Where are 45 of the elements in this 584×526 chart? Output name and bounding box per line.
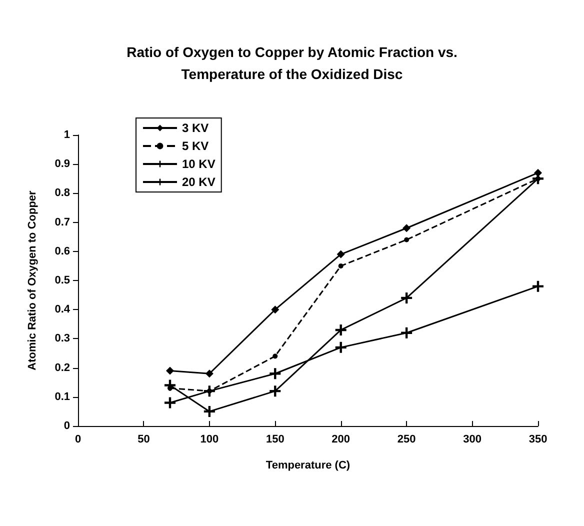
y-tick-label: 0.3: [54, 332, 70, 345]
point: [205, 370, 214, 378]
point: [335, 342, 346, 353]
point: [166, 366, 174, 375]
point: [271, 306, 280, 314]
point: [402, 224, 411, 232]
y-tick-label: 0.6: [54, 245, 70, 258]
y-tick-label: 0.8: [54, 187, 70, 200]
point: [534, 168, 542, 177]
point: [338, 263, 344, 268]
x-tick-label: 350: [528, 434, 548, 446]
legend-label: 3 KV: [182, 121, 209, 135]
legend-label: 10 KV: [182, 157, 216, 171]
point: [272, 354, 278, 359]
x-tick-label: 100: [200, 434, 219, 446]
legend-label: 5 KV: [182, 139, 209, 153]
point: [336, 250, 345, 258]
y-axis-title: Atomic Ratio of Oxygen to Copper: [26, 190, 38, 370]
x-axis-title: Temperature (C): [266, 460, 350, 472]
point: [168, 386, 172, 391]
y-tick-label: 0.7: [54, 216, 70, 228]
y-tick-label: 0.5: [54, 274, 70, 286]
x-tick-label: 50: [138, 434, 150, 446]
point: [270, 386, 281, 397]
y-tick-label: 0: [64, 420, 70, 432]
point: [270, 368, 281, 380]
x-tick-label: 200: [332, 434, 350, 446]
point: [204, 406, 215, 417]
x-tick-label: 250: [397, 434, 416, 446]
point: [401, 327, 412, 338]
legend-label: 20 KV: [182, 175, 216, 189]
y-tick-label: 1: [64, 129, 70, 141]
point: [164, 397, 176, 408]
y-tick-label: 0.1: [54, 390, 70, 403]
point: [532, 280, 544, 292]
y-tick-label: 0.4: [54, 304, 71, 316]
y-tick-label: 0.9: [54, 158, 70, 170]
x-tick-label: 150: [266, 434, 284, 446]
point: [401, 292, 412, 304]
y-tick-label: 0.2: [54, 362, 70, 374]
x-tick-label: 300: [463, 434, 482, 446]
point: [404, 237, 410, 242]
x-tick-label: 0: [74, 434, 82, 446]
point: [335, 324, 346, 336]
chart-title: Ratio of Oxygen to Copper by Atomic Fraction vs. Temperature of the Oxidized Disc: [126, 44, 458, 82]
